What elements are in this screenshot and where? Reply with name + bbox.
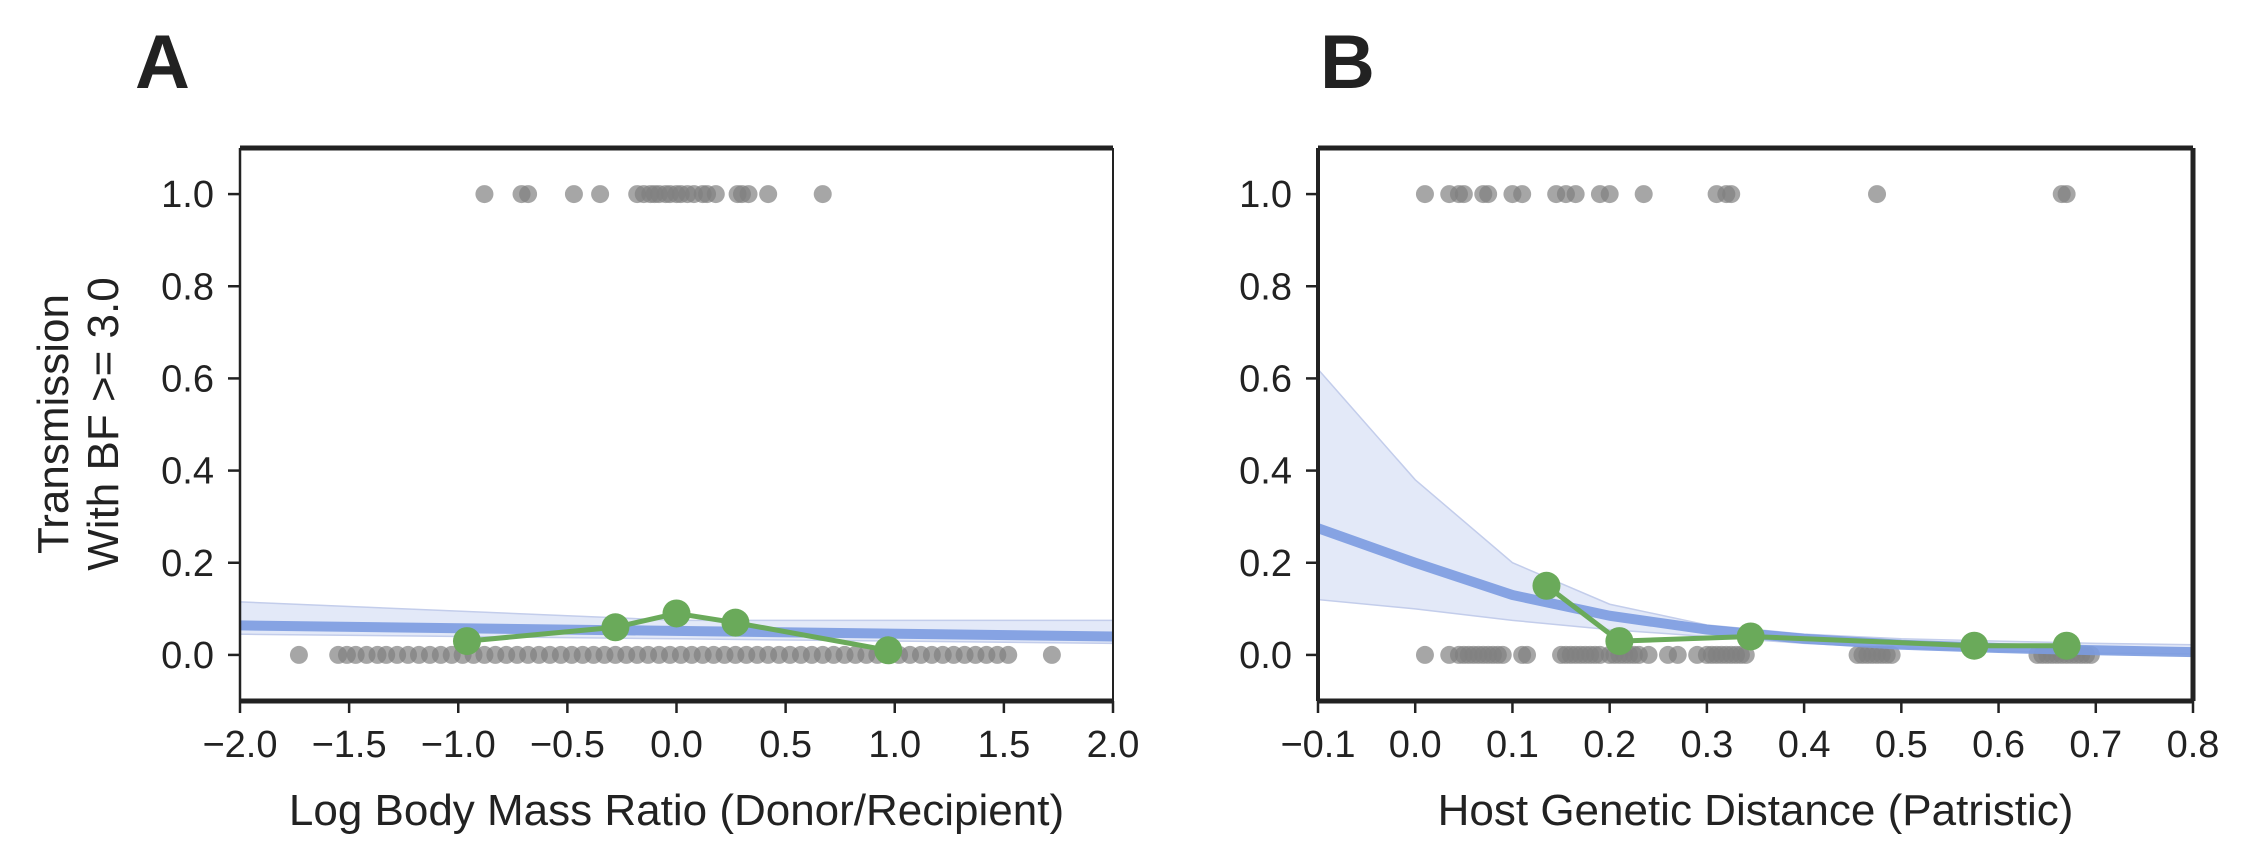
x-tick-label: 0.5 [759,724,812,766]
data-point-positive [1513,185,1532,204]
binned-mean-point [874,636,903,665]
x-tick-label: 0.1 [1486,724,1539,766]
data-point-positive [1454,185,1473,204]
data-point-positive [739,185,758,204]
data-point-negative [1415,645,1434,664]
x-axis-label: Log Body Mass Ratio (Donor/Recipient) [289,786,1064,835]
data-point-positive [564,185,583,204]
data-point-negative [1882,645,1901,664]
x-tick-label: −1.0 [421,724,496,766]
panel-letter: A [135,20,190,105]
y-tick-label: 0.4 [161,451,214,493]
data-point-positive [1600,185,1619,204]
data-point-negative [1042,645,1061,664]
x-tick-label: 0.7 [2069,724,2122,766]
x-tick-label: 0.8 [2167,724,2220,766]
binned-mean-point [1960,631,1989,660]
x-tick-label: 0.0 [1389,724,1442,766]
y-tick-label: 0.2 [161,543,214,585]
binned-mean-point [1736,622,1765,651]
x-tick-label: −0.5 [530,724,605,766]
data-point-negative [289,645,308,664]
y-tick-label: 1.0 [161,174,214,216]
data-point-positive [706,185,725,204]
binned-mean-point [452,627,481,656]
fit-line [239,620,1114,642]
x-tick-label: 0.6 [1972,724,2025,766]
y-tick-label: 0.0 [1239,635,1292,677]
x-axis-label: Host Genetic Distance (Patristic) [1438,786,2074,835]
y-tick-label: 0.6 [1239,358,1292,400]
panel-b: B −0.1 0.0 0.1 0.2 0.3 0.4 0.5 0.6 0.7 0.8 0.0 0.2 0.… [1239,20,2219,835]
data-point-positive [2057,185,2076,204]
x-tick-label: 0.3 [1680,724,1733,766]
data-point-positive [1566,185,1585,204]
x-tick-label: 2.0 [1087,724,1140,766]
data-point-positive [591,185,610,204]
data-point-positive [519,185,538,204]
x-tick-label: 1.5 [977,724,1030,766]
y-tick-label: 0.2 [1239,543,1292,585]
y-axis-label: Transmission With BF >= 3.0 [29,277,128,570]
data-point-negative [1518,645,1537,664]
y-tick-label: 0.8 [161,266,214,308]
panel-letter: B [1320,20,1375,105]
data-point-positive [1634,185,1653,204]
data-point-negative [1668,645,1687,664]
data-point-negative [1493,645,1512,664]
data-point-positive [475,185,494,204]
y-tick-label: 0.4 [1239,451,1292,493]
x-tick-label: 0.2 [1583,724,1636,766]
binned-mean-point [601,613,630,642]
y-tick-label: 0.8 [1239,266,1292,308]
data-point-positive [1479,185,1498,204]
x-tick-label: 0.0 [650,724,703,766]
data-point-negative [999,645,1018,664]
y-axis-label-line: Transmission [29,294,78,554]
binned-mean-point [721,608,750,637]
data-point-positive [759,185,778,204]
x-tick-label: −1.5 [312,724,387,766]
y-tick-label: 0.0 [161,635,214,677]
binned-mean-point [662,599,691,628]
data-point-positive [1868,185,1887,204]
x-tick-label: −0.1 [1280,724,1355,766]
binned-mean-point [2052,631,2081,660]
panel-a: A −2.0 −1.5 −1.0 −0.5 0.0 0.5 1.0 1.5 2.0 0.0 0.2 0.… [135,20,1139,835]
x-tick-label: 0.5 [1875,724,1928,766]
binned-mean-point [1605,627,1634,656]
x-tick-label: −2.0 [202,724,277,766]
binned-mean-point [1532,571,1561,600]
data-point-negative [1639,645,1658,664]
data-point-positive [1415,185,1434,204]
y-axis-label-line: With BF >= 3.0 [79,277,128,570]
data-point-positive [813,185,832,204]
data-point-positive [1722,185,1741,204]
y-tick-label: 0.6 [161,358,214,400]
x-tick-label: 0.4 [1778,724,1831,766]
confidence-band [1317,367,2194,655]
x-tick-label: 1.0 [868,724,921,766]
y-tick-label: 1.0 [1239,174,1292,216]
